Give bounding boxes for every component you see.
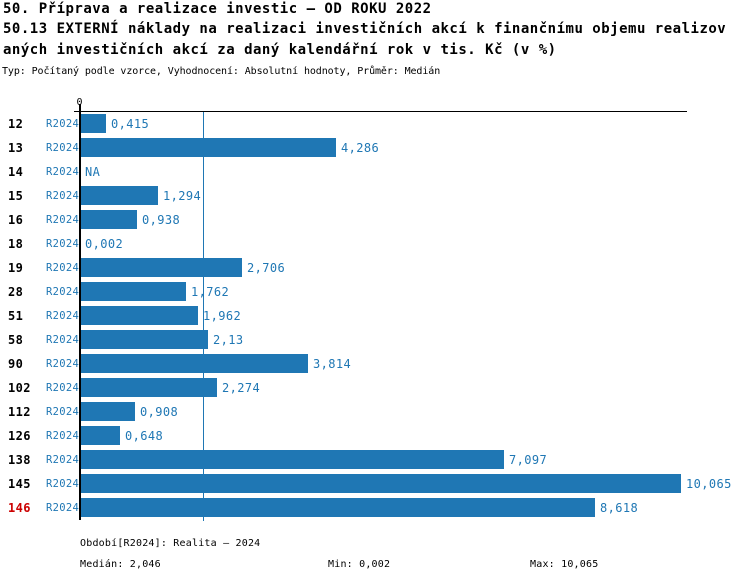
bar-value-label: 0,648 (125, 429, 164, 443)
bar (81, 282, 186, 301)
table-row: 16 R2024 0,938 (0, 208, 750, 232)
max-stat: Max: 10,065 (530, 559, 599, 570)
bar-value-label: 2,13 (213, 333, 244, 347)
median-marker-line (203, 112, 204, 521)
table-row: 28 R2024 1,762 (0, 280, 750, 304)
row-id-label: 146 (8, 501, 31, 515)
bar (81, 210, 137, 229)
bar-value-label: NA (85, 165, 101, 179)
row-id-label: 13 (8, 141, 24, 155)
table-row: 18 R2024 0,002 (0, 232, 750, 256)
bar-value-label: 1,962 (203, 309, 242, 323)
chart-meta-line: Typ: Počítaný podle vzorce, Vyhodnocení:… (2, 66, 441, 77)
median-stat: Medián: 2,046 (80, 559, 161, 570)
row-period-label: R2024 (46, 430, 80, 442)
bar (81, 498, 595, 517)
min-stat: Min: 0,002 (328, 559, 391, 570)
bar (81, 186, 158, 205)
row-id-label: 51 (8, 309, 24, 323)
bar-value-label: 3,814 (313, 357, 352, 371)
table-row: 102 R2024 2,274 (0, 376, 750, 400)
bar (81, 258, 242, 277)
row-period-label: R2024 (46, 334, 80, 346)
bar-value-label: 0,938 (142, 213, 181, 227)
row-id-label: 112 (8, 405, 31, 419)
bar-value-label: 2,706 (247, 261, 286, 275)
row-period-label: R2024 (46, 478, 80, 490)
bar (81, 378, 217, 397)
bar (81, 354, 308, 373)
row-id-label: 126 (8, 429, 31, 443)
bar-value-label: 4,286 (341, 141, 380, 155)
row-period-label: R2024 (46, 286, 80, 298)
row-period-label: R2024 (46, 358, 80, 370)
row-period-label: R2024 (46, 502, 80, 514)
bar (81, 138, 336, 157)
table-row: 15 R2024 1,294 (0, 184, 750, 208)
bar (81, 306, 198, 325)
table-row: 12 R2024 0,415 (0, 112, 750, 136)
table-row: 112 R2024 0,908 (0, 400, 750, 424)
page-title: 50. Příprava a realizace investic – OD R… (3, 1, 432, 17)
row-period-label: R2024 (46, 238, 80, 250)
row-id-label: 16 (8, 213, 24, 227)
bar-value-label: 0,415 (111, 117, 150, 131)
row-period-label: R2024 (46, 142, 80, 154)
row-id-label: 58 (8, 333, 24, 347)
table-row: 145 R2024 10,065 (0, 472, 750, 496)
row-id-label: 138 (8, 453, 31, 467)
x-axis-line (74, 111, 687, 112)
bar-value-label: 7,097 (509, 453, 548, 467)
row-id-label: 15 (8, 189, 24, 203)
row-id-label: 102 (8, 381, 31, 395)
bar-value-label: 1,762 (191, 285, 230, 299)
bar (81, 426, 120, 445)
bar (81, 474, 681, 493)
row-id-label: 18 (8, 237, 24, 251)
bar (81, 114, 106, 133)
table-row: 126 R2024 0,648 (0, 424, 750, 448)
row-id-label: 90 (8, 357, 24, 371)
table-row: 14 R2024 NA (0, 160, 750, 184)
row-id-label: 145 (8, 477, 31, 491)
chart-title-line-2: aných investičních akcí za daný kalendář… (3, 42, 557, 58)
bar-value-label: 2,274 (222, 381, 261, 395)
bar (81, 402, 135, 421)
y-axis-line (79, 104, 81, 520)
bar (81, 330, 208, 349)
table-row: 51 R2024 1,962 (0, 304, 750, 328)
bar-value-label: 8,618 (600, 501, 639, 515)
row-period-label: R2024 (46, 190, 80, 202)
row-id-label: 19 (8, 261, 24, 275)
row-period-label: R2024 (46, 262, 80, 274)
row-id-label: 14 (8, 165, 24, 179)
table-row: 58 R2024 2,13 (0, 328, 750, 352)
row-id-label: 28 (8, 285, 24, 299)
row-period-label: R2024 (46, 214, 80, 226)
table-row: 90 R2024 3,814 (0, 352, 750, 376)
row-period-label: R2024 (46, 406, 80, 418)
period-legend: Období[R2024]: Realita – 2024 (80, 538, 261, 549)
bar-value-label: 0,002 (85, 237, 124, 251)
row-period-label: R2024 (46, 118, 80, 130)
row-id-label: 12 (8, 117, 24, 131)
row-period-label: R2024 (46, 166, 80, 178)
bar-value-label: 10,065 (686, 477, 732, 491)
bar (81, 450, 504, 469)
table-row: 146 R2024 8,618 (0, 496, 750, 520)
table-row: 19 R2024 2,706 (0, 256, 750, 280)
bar-value-label: 0,908 (140, 405, 179, 419)
table-row: 13 R2024 4,286 (0, 136, 750, 160)
row-period-label: R2024 (46, 382, 80, 394)
table-row: 138 R2024 7,097 (0, 448, 750, 472)
chart-title-line-1: 50.13 EXTERNÍ náklady na realizaci inves… (3, 21, 727, 37)
row-period-label: R2024 (46, 310, 80, 322)
bar-value-label: 1,294 (163, 189, 202, 203)
x-axis-zero-label: 0 (76, 97, 83, 108)
row-period-label: R2024 (46, 454, 80, 466)
